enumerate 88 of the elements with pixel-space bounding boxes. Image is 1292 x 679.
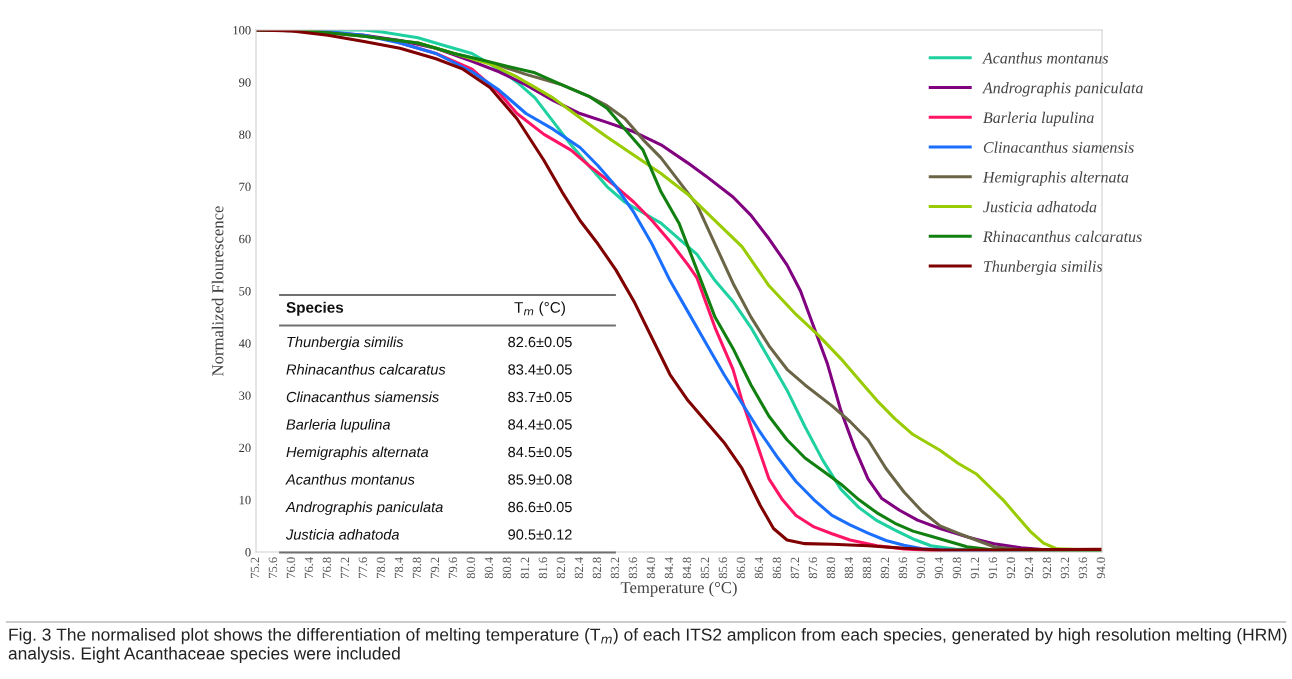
- x-tick-label: 81.6: [538, 557, 548, 579]
- x-tick-label: 76.4: [304, 557, 314, 578]
- annotation: Andrographis paniculata: [285, 501, 443, 516]
- x-tick-label: 92.0: [1006, 557, 1016, 579]
- x-tick-label: 76.0: [286, 557, 296, 578]
- annotation: Acanthus montanus: [285, 473, 415, 485]
- x-tick-label: 75.6: [268, 557, 278, 578]
- x-tick-label: 91.6: [988, 557, 998, 579]
- legend-label: Barleria lupulina: [983, 111, 1094, 127]
- x-tick-label: 77.6: [358, 557, 368, 578]
- x-tick-label: 90.0: [916, 557, 926, 579]
- annotation: 82.6±0.05: [508, 336, 572, 348]
- annotation: Species: [286, 301, 344, 316]
- legend-label: Justicia adhatoda: [983, 201, 1097, 213]
- x-tick-label: 78.4: [394, 557, 404, 578]
- x-tick-label: 84.4: [664, 557, 674, 579]
- y-tick-label: 20: [239, 443, 251, 453]
- y-tick-label: 70: [239, 182, 251, 192]
- x-tick-label: 83.2: [610, 557, 620, 579]
- annotation: Clinacanthus siamensis: [286, 391, 439, 403]
- annotation: 84.5±0.05: [508, 446, 572, 458]
- x-tick-label: 82.0: [556, 557, 566, 579]
- x-tick-label: 88.0: [826, 557, 836, 579]
- x-tick-label: 84.8: [682, 557, 692, 579]
- annotation: Thunbergia similis: [287, 336, 404, 351]
- annotation: Barleria lupulina: [286, 418, 391, 433]
- y-tick-label: 50: [239, 287, 251, 296]
- y-tick-label: 40: [238, 339, 251, 348]
- y-axis-title: Normalized Flourescence: [211, 206, 224, 376]
- y-tick-label: 0: [245, 548, 251, 557]
- x-tick-label: 88.8: [862, 557, 872, 579]
- x-tick-label: 84.0: [646, 557, 656, 579]
- x-tick-label: 86.0: [736, 557, 746, 579]
- x-tick-label: 89.2: [880, 557, 890, 579]
- legend-label: Clinacanthus siamensis: [983, 141, 1134, 153]
- x-tick-label: 78.8: [412, 557, 422, 578]
- x-tick-label: 83.6: [628, 557, 638, 579]
- x-tick-label: 87.6: [808, 557, 818, 579]
- x-tick-label: 80.0: [466, 557, 476, 579]
- legend-label: Andrographis paniculata: [982, 82, 1143, 97]
- x-tick-label: 82.4: [574, 557, 584, 579]
- annotation: 83.7±0.05: [508, 391, 572, 403]
- x-tick-label: 80.8: [502, 557, 512, 579]
- x-axis-title: Temperature (°C): [620, 581, 737, 597]
- x-tick-label: 77.2: [340, 557, 350, 578]
- x-tick-label: 76.8: [322, 557, 332, 578]
- annotation: 84.4±0.05: [508, 419, 572, 430]
- x-tick-label: 80.4: [484, 557, 494, 579]
- annotation: Hemigraphis alternata: [286, 446, 429, 461]
- annotation: T$_{m}$ (°C): [514, 301, 565, 316]
- annotation: 86.6±0.05: [508, 501, 572, 513]
- x-tick-label: 75.2: [250, 557, 260, 578]
- x-tick-label: 90.8: [952, 557, 962, 579]
- x-tick-label: 79.2: [430, 557, 440, 578]
- x-tick-label: 88.4: [844, 557, 854, 579]
- text: Fig. 3 The normalised plot shows the differentiation of melting temperature (T$_{m}$) of each ITS2 amplicon from each species, generated by high resolution melting (HRM) analysis. Eight Acanthaceae species were included: [8, 628, 1287, 664]
- legend-label: Thunbergia similis: [984, 260, 1103, 276]
- legend-label: Rhinacanthus calcaratus: [982, 230, 1142, 243]
- annotation: 83.4±0.05: [508, 364, 572, 375]
- annotation: 90.5±0.12: [508, 529, 572, 540]
- x-tick-label: 81.2: [520, 557, 530, 579]
- x-tick-label: 86.4: [754, 557, 764, 579]
- legend-label: Hemigraphis alternata: [982, 171, 1129, 186]
- x-tick-label: 92.4: [1024, 557, 1034, 579]
- legend-label: Acanthus montanus: [982, 52, 1109, 64]
- x-tick-label: 85.6: [718, 557, 728, 579]
- y-tick-label: 60: [239, 234, 251, 244]
- x-tick-label: 90.4: [934, 557, 944, 579]
- x-tick-label: 93.6: [1078, 557, 1088, 579]
- x-tick-label: 86.8: [772, 557, 782, 579]
- y-tick-label: 80: [239, 130, 251, 139]
- x-tick-label: 79.6: [448, 557, 458, 578]
- annotation: 85.9±0.08: [508, 474, 572, 485]
- x-tick-label: 91.2: [970, 557, 980, 579]
- y-tick-label: 10: [239, 495, 251, 505]
- annotation: Justicia adhatoda: [285, 528, 400, 540]
- annotation: Rhinacanthus calcaratus: [286, 363, 446, 375]
- x-tick-label: 85.2: [700, 557, 710, 579]
- x-tick-label: 82.8: [592, 557, 602, 579]
- y-tick-label: 30: [239, 391, 251, 400]
- x-tick-label: 78.0: [376, 557, 386, 578]
- y-tick-label: 100: [233, 26, 251, 35]
- x-tick-label: 94.0: [1096, 557, 1106, 579]
- x-tick-label: 87.2: [790, 557, 800, 579]
- x-tick-label: 89.6: [898, 557, 908, 579]
- x-tick-label: 93.2: [1060, 557, 1070, 579]
- x-tick-label: 92.8: [1042, 557, 1052, 579]
- y-tick-label: 90: [239, 78, 251, 87]
